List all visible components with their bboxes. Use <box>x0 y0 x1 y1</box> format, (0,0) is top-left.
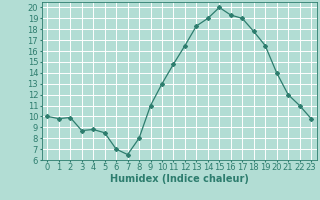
X-axis label: Humidex (Indice chaleur): Humidex (Indice chaleur) <box>110 174 249 184</box>
